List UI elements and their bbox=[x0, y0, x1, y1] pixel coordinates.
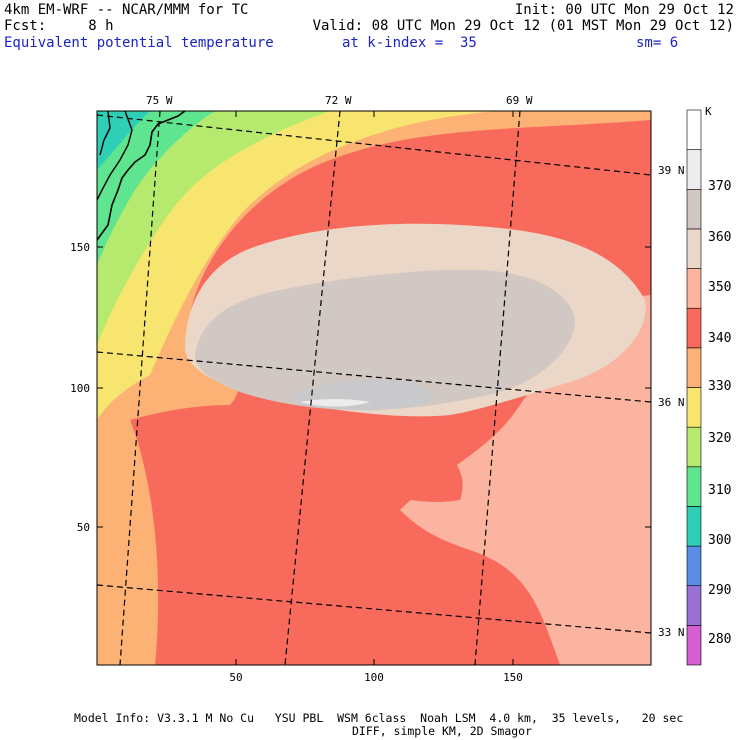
header-forecast-hour: Fcst: 8 h bbox=[4, 18, 114, 34]
colorbar-tick-label: 360 bbox=[708, 230, 731, 245]
smoothing-label: sm= 6 bbox=[636, 35, 679, 51]
field-band-340-tongue bbox=[270, 420, 463, 502]
colorbar-swatch bbox=[686, 347, 702, 388]
field-band-345-south bbox=[400, 295, 651, 665]
lat-label-39n: 39 N bbox=[658, 164, 685, 177]
coastline-north bbox=[99, 111, 111, 156]
colorbar-tick-label: 330 bbox=[708, 379, 731, 394]
colorbar-swatch bbox=[686, 109, 702, 150]
field-band-370 bbox=[300, 399, 370, 407]
lon-label-69w: 69 W bbox=[506, 94, 533, 107]
colorbar-swatch bbox=[686, 387, 702, 428]
graticule bbox=[97, 111, 651, 665]
field-band-315 bbox=[97, 111, 330, 345]
colorbar-swatch bbox=[686, 545, 702, 587]
colorbar-swatch bbox=[686, 268, 702, 309]
y-tick-100: 100 bbox=[70, 382, 90, 395]
colorbar-swatch bbox=[686, 585, 702, 626]
colorbar-tick-label: 280 bbox=[708, 632, 731, 647]
colorbar-tick-label: 340 bbox=[708, 331, 731, 346]
colorbar-swatch bbox=[686, 625, 702, 666]
header-title: 4km EM-WRF -- NCAR/MMM for TC bbox=[4, 2, 249, 18]
colorbar-tick-label: 320 bbox=[708, 431, 731, 446]
header-init-time: Init: 00 UTC Mon 29 Oct 12 bbox=[514, 2, 734, 18]
lon-label-75w: 75 W bbox=[146, 94, 173, 107]
theta-e-field bbox=[97, 111, 651, 665]
colorbar-swatch bbox=[686, 228, 702, 269]
footer-diffusion-info: DIFF, simple KM, 2D Smagor bbox=[352, 724, 533, 738]
colorbar-swatch bbox=[686, 506, 702, 547]
lat-label-36n: 36 N bbox=[658, 396, 685, 409]
k-index-label: at k-index = 35 bbox=[342, 35, 477, 51]
colorbar-tick-label: 370 bbox=[708, 179, 731, 194]
colorbar-swatch bbox=[686, 307, 702, 349]
field-band-310 bbox=[97, 111, 215, 265]
x-axis-ticks bbox=[97, 111, 651, 665]
header-valid-time: Valid: 08 UTC Mon 29 Oct 12 (01 MST Mon … bbox=[312, 18, 734, 34]
colorbar-swatch bbox=[686, 188, 702, 230]
y-tick-150: 150 bbox=[70, 241, 90, 254]
coastline-inlet bbox=[97, 111, 133, 201]
y-tick-50: 50 bbox=[77, 521, 90, 534]
colorbar-swatch bbox=[686, 149, 702, 190]
x-tick-50: 50 bbox=[229, 671, 242, 684]
colorbar-tick-label: 310 bbox=[708, 483, 731, 498]
colorbar-unit: K bbox=[705, 105, 712, 118]
colorbar-tick-label: 300 bbox=[708, 533, 731, 548]
lat-label-33n: 33 N bbox=[658, 626, 685, 639]
lon-label-72w: 72 W bbox=[325, 94, 352, 107]
colorbar-swatch bbox=[686, 426, 702, 468]
coastline bbox=[97, 111, 186, 241]
x-tick-150: 150 bbox=[503, 671, 523, 684]
field-band-360 bbox=[195, 269, 575, 411]
colorbar-tick-label: 290 bbox=[708, 583, 731, 598]
footer-model-info: Model Info: V3.3.1 M No Cu YSU PBL WSM 6… bbox=[74, 711, 684, 725]
x-tick-100: 100 bbox=[364, 671, 384, 684]
colorbar-swatch bbox=[686, 466, 702, 507]
colorbar: 280 290 300 310 320 330 340 350 360 370 bbox=[686, 109, 731, 666]
colorbar-tick-label: 350 bbox=[708, 280, 731, 295]
field-name: Equivalent potential temperature bbox=[4, 35, 274, 51]
